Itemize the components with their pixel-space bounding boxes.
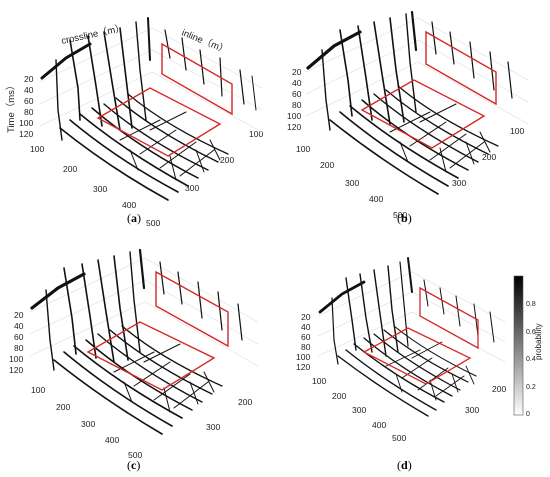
crossline-tick-labels: 100 200 300 400 500 [296,144,407,220]
probability-colorbar: 0 0.2 0.4 0.6 0.8 probability [513,275,543,418]
time-tick: 100 [9,354,23,364]
time-tick: 100 [287,111,301,121]
time-tick: 20 [14,310,24,320]
time-tick: 60 [292,89,302,99]
seismic-volume-a [39,17,263,201]
time-tick: 60 [301,332,311,342]
inline-axis-label: inline（m） [180,27,230,57]
time-tick: 80 [301,342,311,352]
crossline-tick: 500 [392,433,406,443]
crossline-tick: 400 [122,200,136,210]
inline-tick: 200 [238,397,252,407]
crossline-tick: 500 [393,210,407,220]
crossline-tick: 200 [63,164,77,174]
time-tick-labels: 20 40 60 80 100 120 [19,74,34,139]
panel-caption-c: (c) [127,458,140,472]
crossline-tick: 400 [105,435,119,445]
time-tick: 80 [14,343,24,353]
inline-tick: 300 [465,405,479,415]
crossline-tick: 300 [81,419,95,429]
crossline-tick: 300 [352,405,366,415]
seismic-volume-b [305,10,529,195]
colorbar-label: probability [534,324,543,360]
time-tick: 120 [296,362,310,372]
inline-tick: 200 [482,152,496,162]
time-tick-labels: 20 40 60 80 100 120 [296,312,311,372]
time-tick: 120 [287,122,301,132]
highlight-box-c [86,270,229,391]
crossline-tick: 100 [296,144,310,154]
inline-tick: 200 [220,155,234,165]
crossline-tick: 100 [31,385,45,395]
time-tick: 120 [19,129,33,139]
inline-tick: 100 [249,129,263,139]
inline-tick-labels: 100 200 300 [185,129,263,193]
colorbar-tick: 0.8 [526,301,536,308]
crossline-tick: 300 [93,184,107,194]
crossline-tick: 200 [320,160,334,170]
time-tick-labels: 20 40 60 80 100 120 [9,310,24,375]
colorbar-tick: 0.2 [526,384,536,391]
inline-tick-labels: 200 300 [465,384,506,415]
crossline-tick-labels: 100 200 300 400 500 [31,385,142,460]
crossline-tick: 500 [146,218,160,228]
time-tick: 120 [9,365,23,375]
highlight-box-b [360,30,497,149]
time-tick: 80 [292,100,302,110]
colorbar-gradient [513,275,524,416]
time-tick: 100 [19,118,33,128]
time-tick: 20 [301,312,311,322]
time-tick: 60 [24,96,34,106]
panel-caption-a: (a) [127,211,141,225]
panel-a: crossline（m） inline（m） Time（ms） 20 40 60… [5,17,263,228]
seismic-volume-d [317,257,506,417]
highlight-box-a [96,42,233,157]
colorbar-tick: 0.4 [526,356,536,363]
panel-c: 20 40 60 80 100 120 100 200 300 400 500 … [9,248,259,460]
crossline-tick: 100 [30,144,44,154]
time-tick: 40 [301,322,311,332]
inline-tick: 300 [452,178,466,188]
seismic-volume-c [29,248,259,435]
inline-tick: 300 [185,183,199,193]
crossline-tick: 400 [372,420,386,430]
time-tick: 20 [24,74,34,84]
crossline-tick: 500 [128,450,142,460]
inline-tick-labels: 100 200 300 [452,126,524,188]
inline-tick: 200 [492,384,506,394]
crossline-tick: 400 [369,194,383,204]
time-tick: 40 [14,321,24,331]
crossline-tick: 300 [345,178,359,188]
panel-caption-b: (b) [397,211,412,225]
time-tick: 20 [292,67,302,77]
crossline-tick-labels: 100 200 300 400 500 [30,144,160,228]
crossline-tick: 200 [332,391,346,401]
inline-tick-labels: 200 300 [206,397,252,432]
time-tick: 80 [24,107,34,117]
colorbar-tick: 0.6 [526,329,536,336]
panel-caption-d: (d) [397,458,412,472]
panel-d: 20 40 60 80 100 120 100 200 300 400 500 … [296,257,506,443]
inline-tick: 100 [510,126,524,136]
panel-b: 20 40 60 80 100 120 100 200 300 400 500 … [287,10,529,220]
crossline-tick: 100 [312,376,326,386]
colorbar-tick: 0 [526,411,530,418]
time-tick: 40 [292,78,302,88]
time-tick: 60 [14,332,24,342]
time-tick: 40 [24,85,34,95]
crossline-tick: 200 [56,402,70,412]
highlight-box-d [362,286,479,385]
time-tick: 100 [296,352,310,362]
time-tick-labels: 20 40 60 80 100 120 [287,67,302,132]
time-axis-label: Time（ms） [5,81,17,133]
crossline-tick-labels: 100 200 300 400 500 [312,376,406,443]
inline-tick: 300 [206,422,220,432]
